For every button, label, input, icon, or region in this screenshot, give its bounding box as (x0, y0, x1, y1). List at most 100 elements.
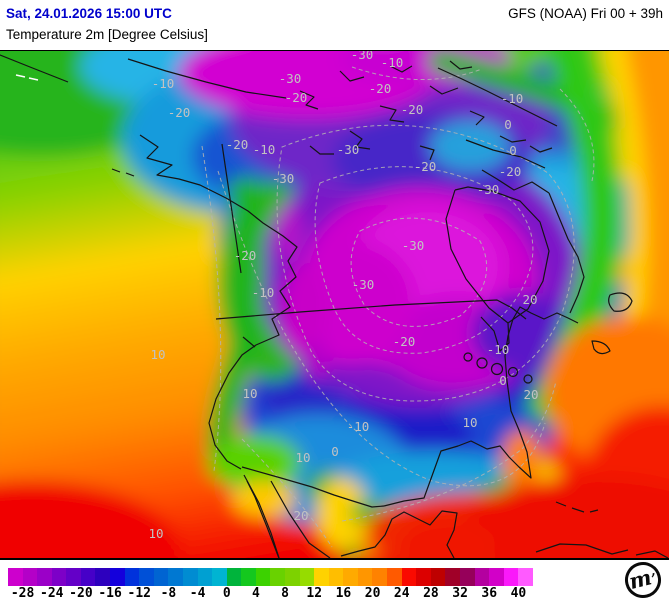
isotherm-label: 20 (293, 508, 308, 523)
color-swatch (8, 568, 23, 586)
temperature-map-image: -10 -30 -20 -20 -30 -10 -20 -20 -10 -30 -30 -20 -10 0… (0, 50, 669, 558)
map-title: Temperature 2m [Degree Celsius] (6, 27, 208, 42)
scale-tick-label: -16 (98, 586, 122, 600)
scale-tick-label: -8 (160, 586, 177, 600)
isotherm-label: -20 (285, 90, 308, 105)
isotherm-contours (201, 66, 595, 548)
color-swatch (328, 568, 344, 586)
color-swatch (299, 568, 315, 586)
isotherm-label: 10 (242, 386, 257, 401)
isotherm-label: -20 (234, 248, 257, 263)
scale-tick-label: 40 (510, 586, 527, 600)
isotherm-label: 20 (523, 387, 538, 402)
scale-tick-label: -4 (189, 586, 206, 600)
isotherm-label: -30 (352, 277, 375, 292)
isotherm-label: 20 (522, 292, 537, 307)
isotherm-label: -20 (499, 164, 522, 179)
isotherm-label: -10 (252, 285, 275, 300)
isotherm-label: -10 (152, 76, 175, 91)
color-swatch (37, 568, 52, 586)
scale-tick-label: 28 (423, 586, 439, 600)
color-swatch (314, 568, 329, 586)
model-run-label: GFS (NOAA) Fri 00 + 39h (508, 6, 663, 21)
isotherm-label: -30 (402, 238, 425, 253)
color-swatch (66, 568, 81, 586)
color-swatch (212, 568, 227, 586)
isotherm-label: -30 (337, 142, 360, 157)
isotherm-label: -10 (501, 91, 524, 106)
color-swatch (474, 568, 490, 586)
color-swatch (518, 568, 533, 586)
valid-datetime: Sat, 24.01.2026 15:00 UTC (6, 6, 172, 21)
color-swatch (182, 568, 198, 586)
isotherm-label: -30 (477, 182, 500, 197)
sea-ice-dashes (15, 74, 39, 81)
isotherm-label: -30 (272, 171, 295, 186)
isotherm-label: -30 (351, 51, 374, 62)
color-swatch (270, 568, 285, 586)
color-swatch (503, 568, 519, 586)
header: Sat, 24.01.2026 15:00 UTC GFS (NOAA) Fri… (0, 0, 669, 50)
color-swatch (372, 568, 388, 586)
isotherm-label: -10 (381, 55, 404, 70)
color-swatch (226, 568, 242, 586)
color-swatch (459, 568, 475, 586)
color-swatch (22, 568, 38, 586)
isotherm-label: -20 (393, 334, 416, 349)
color-swatch (124, 568, 140, 586)
isotherm-label: -30 (279, 71, 302, 86)
color-swatch (430, 568, 446, 586)
color-swatch (168, 568, 183, 586)
isotherm-label: -20 (369, 81, 392, 96)
scale-tick-label: 24 (393, 586, 410, 600)
isotherm-label: -20 (226, 137, 249, 152)
isotherm-label: 0 (509, 143, 517, 158)
color-swatch (95, 568, 111, 586)
isotherm-label: 10 (295, 450, 310, 465)
color-swatch (343, 568, 358, 586)
scale-tick-label: -20 (69, 586, 93, 600)
color-swatch (80, 568, 96, 586)
isotherm-label: 0 (504, 117, 512, 132)
color-swatch (110, 568, 125, 586)
isotherm-label: -10 (253, 142, 276, 157)
color-swatch (241, 568, 256, 586)
color-swatch (401, 568, 417, 586)
color-swatch (153, 568, 169, 586)
meteociel-logo: m’ (621, 558, 665, 600)
scale-tick-label: 32 (452, 586, 468, 600)
isotherm-label: 10 (150, 347, 165, 362)
isotherm-label: -20 (414, 159, 437, 174)
scale-tick-label: 8 (281, 586, 289, 600)
color-swatch (357, 568, 373, 586)
temperature-blobs (0, 51, 669, 558)
color-swatch (387, 568, 402, 586)
color-swatch (51, 568, 67, 586)
color-scale-bar (8, 568, 533, 586)
color-scale-legend: -28 -24 -20 -16 -12 -8 -4 0 4 8 12 16 20 24 28 32 36 40 m… (0, 558, 669, 600)
scale-tick-label: 20 (364, 586, 381, 600)
color-swatch (139, 568, 154, 586)
color-swatch (255, 568, 271, 586)
color-swatch (197, 568, 213, 586)
color-swatch (489, 568, 504, 586)
isotherm-label: -10 (487, 342, 510, 357)
isotherm-label: 10 (462, 415, 477, 430)
isotherm-label: 0 (499, 373, 507, 388)
color-swatch (445, 568, 460, 586)
map-bottom-border (0, 558, 669, 560)
scale-tick-label: 0 (222, 586, 231, 600)
scale-tick-label: 12 (306, 586, 323, 600)
logo-letter: m’ (626, 563, 659, 594)
color-swatch (416, 568, 431, 586)
scale-tick-label: 16 (335, 586, 352, 600)
scale-tick-label: 4 (251, 586, 260, 600)
isotherm-label: -20 (401, 102, 424, 117)
scale-tick-label: -24 (40, 586, 64, 600)
scale-tick-label: 36 (481, 586, 498, 600)
temperature-field: -10 -30 -20 -20 -30 -10 -20 -20 -10 -30 -30 -20 -10 0… (0, 51, 669, 558)
isotherm-label: -20 (168, 105, 191, 120)
scale-tick-label: -12 (127, 586, 151, 600)
contour-value-labels: -10 -30 -20 -20 -30 -10 -20 -20 -10 -30 -30 -20 -10 0… (148, 51, 538, 541)
